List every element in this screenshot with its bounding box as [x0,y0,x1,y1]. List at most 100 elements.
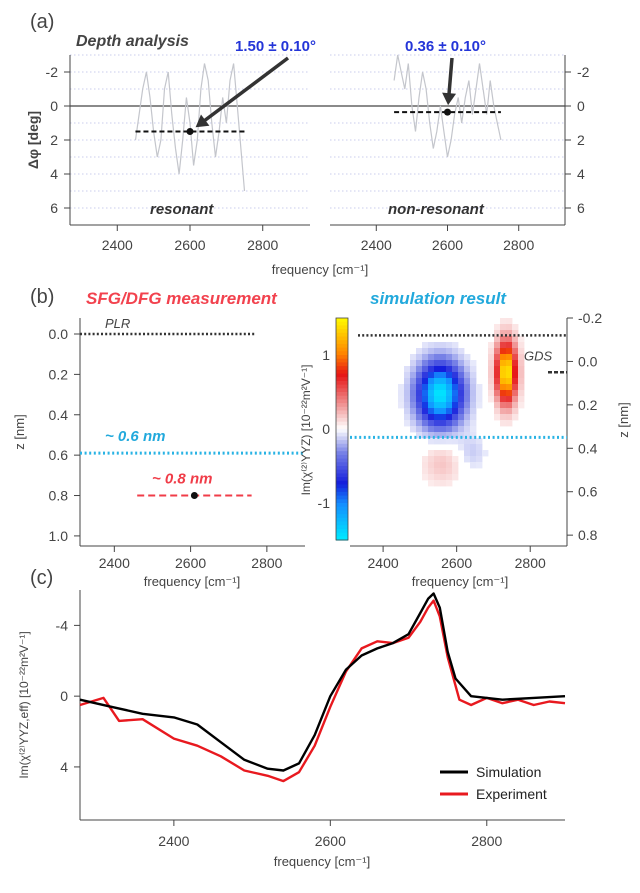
panel-a-xticks: 2400 2600 2800 2400 2600 2800 [102,225,534,253]
heatmap-cell [422,402,429,409]
heatmap-cell [464,354,471,361]
heatmap-cell [470,414,477,421]
heatmap-cell [518,336,525,343]
heatmap-cell [506,378,513,385]
heatmap-cell [506,396,513,403]
heatmap-cell [452,390,459,397]
heatmap-cell [434,480,441,487]
heatmap-cell [500,342,507,349]
heatmap-cell [428,480,435,487]
colorbar-cell [336,532,348,537]
heatmap-cell [470,402,477,409]
colorbar-cell [336,436,348,441]
heatmap-cell [428,474,435,481]
heatmap-cell [488,384,495,391]
xtick-label: 2800 [247,237,278,253]
heatmap-cell [446,348,453,355]
colorbar-cell [336,443,348,449]
depth-line-label: ~ 0.6 nm [105,428,165,445]
heatmap-cell [494,336,501,343]
panel-label-c: (c) [30,567,53,589]
heatmap-cell [416,402,423,409]
depth-line-label: ~ 0.8 nm [152,471,212,488]
heatmap-cell [470,444,477,451]
colorbar-cell [336,332,348,338]
heatmap-cell [494,354,501,361]
heatmap-cell [416,426,423,433]
ytick-label: 1.0 [49,528,69,544]
colorbar-cell [336,406,348,412]
heatmap-cell [434,432,441,439]
heatmap-cell [452,426,459,433]
heatmap-cell [434,426,441,433]
heatmap-cell [518,372,525,379]
colorbar-cell [336,336,348,341]
heatmap-cell [494,396,501,403]
heatmap-cell [470,420,477,427]
heatmap-cell [452,366,459,373]
ztick-label: 0.2 [578,397,598,413]
heatmap-cell [440,438,447,445]
heatmap-cell [422,360,429,367]
heatmap-cell [452,348,459,355]
colorbar-cell [336,484,348,489]
arrow-head [442,92,457,106]
non-resonant-annotation: 0.36 ± 0.10° [405,38,486,55]
heatmap-cell [428,426,435,433]
ytick-label: 0.6 [49,447,69,463]
heatmap-cell [506,336,513,343]
panel-a-xlabel: frequency [cm⁻¹] [272,262,368,277]
heatmap-cell [434,348,441,355]
panel-c-xlabel: frequency [cm⁻¹] [274,854,370,869]
heatmap-cell [428,450,435,457]
heatmap-cell [440,426,447,433]
heatmap-cell [422,354,429,361]
ytick-label: 6 [577,200,585,216]
colorbar-cell [336,499,348,504]
panel-c-ylabel: Im(χ⁽²⁾YYZ,eff) [10⁻²²m²V⁻¹] [17,631,31,778]
heatmap-cell [440,342,447,349]
heatmap-cell [446,384,453,391]
heatmap-cell [440,408,447,415]
heatmap-cell [500,390,507,397]
heatmap-cell [446,408,453,415]
heatmap-cell [476,456,483,463]
heatmap-cell [452,474,459,481]
colorbar-cell [336,373,348,378]
heatmap-cell [428,462,435,469]
colorbar-cell [336,514,348,519]
heatmap-cell [464,420,471,427]
heatmap-cell [434,462,441,469]
ztick-label: -0.2 [578,310,602,326]
heatmap-cell [512,408,519,415]
heatmap-cell [506,414,513,421]
heatmap-cell [500,318,507,325]
heatmap-cell [446,414,453,421]
heatmap-cell [470,396,477,403]
heatmap-cell [464,360,471,367]
heatmap-cell [446,420,453,427]
heatmap-cell [434,402,441,409]
heatmap-cell [506,330,513,337]
colorbar-cell [336,525,348,530]
heatmap-cell [422,384,429,391]
heatmap-cell [410,360,417,367]
ytick-label: 0 [577,98,585,114]
panel-b-right-xlabel: frequency [cm⁻¹] [412,574,508,589]
panel-a-yticks-left: -2 0 2 4 6 [46,64,70,216]
heatmap-cell [440,384,447,391]
heatmap-cell [464,402,471,409]
heatmap-cell [464,378,471,385]
heatmap-cell [428,408,435,415]
heatmap-cell [494,390,501,397]
heatmap-cell [452,402,459,409]
colorbar-cell [336,495,348,500]
panel-b-left-ylabel: z [nm] [12,414,27,449]
colorbar-cell [336,384,348,389]
heatmap-cell [404,378,411,385]
data-point [186,128,194,135]
heatmap-cell [410,414,417,421]
heatmap-cell [494,372,501,379]
heatmap-cell [476,450,483,457]
heatmap-cell [404,402,411,409]
